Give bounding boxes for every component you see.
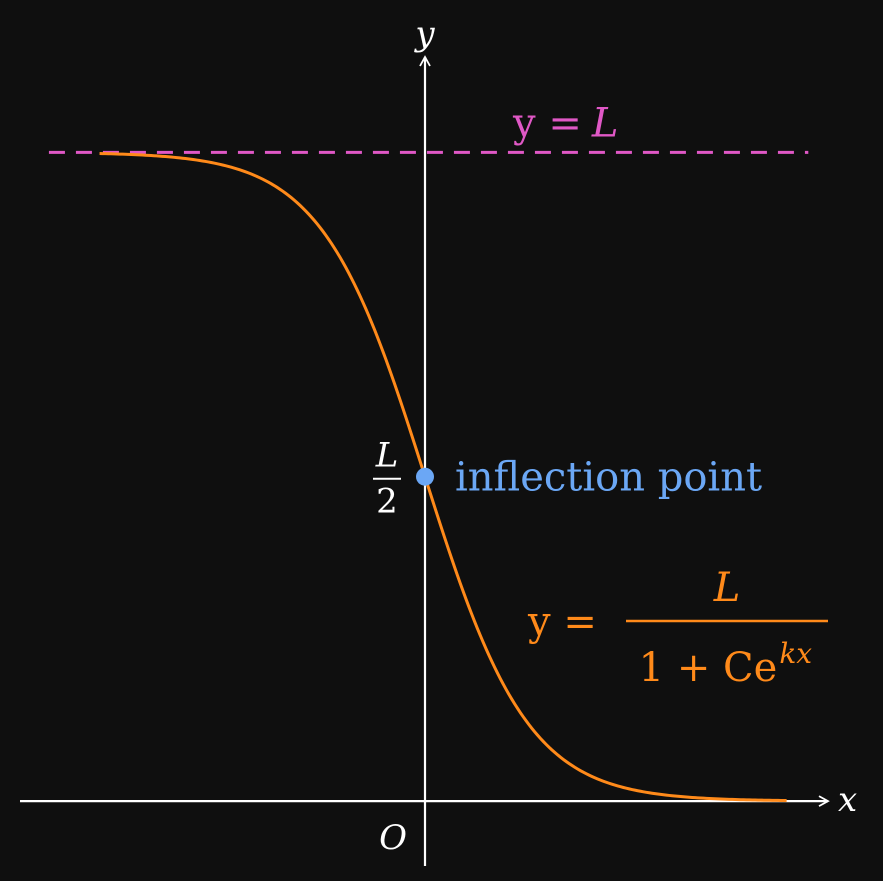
asymptote-label-lhs: y = bbox=[512, 100, 582, 146]
origin-label: O bbox=[379, 818, 407, 858]
half-l-tick-label: L 2 bbox=[373, 436, 401, 522]
y-axis-label: y bbox=[413, 14, 435, 54]
logistic-curve bbox=[99, 152, 787, 803]
asymptote-label: y = L bbox=[512, 100, 618, 146]
half-l-numerator: L bbox=[375, 436, 399, 476]
inflection-point-label: inflection point bbox=[455, 455, 762, 501]
formula-lhs: y = bbox=[527, 599, 597, 645]
inflection-point-marker bbox=[416, 467, 434, 486]
half-l-denominator: 2 bbox=[376, 482, 398, 522]
x-axis-label: x bbox=[838, 780, 857, 820]
asymptote-label-value: L bbox=[591, 100, 619, 146]
curve-formula: y = L 1 + Ce kx bbox=[527, 565, 828, 691]
formula-numerator: L bbox=[713, 565, 741, 611]
formula-denominator: 1 + Ce bbox=[639, 645, 778, 691]
formula-exponent: kx bbox=[779, 637, 812, 670]
